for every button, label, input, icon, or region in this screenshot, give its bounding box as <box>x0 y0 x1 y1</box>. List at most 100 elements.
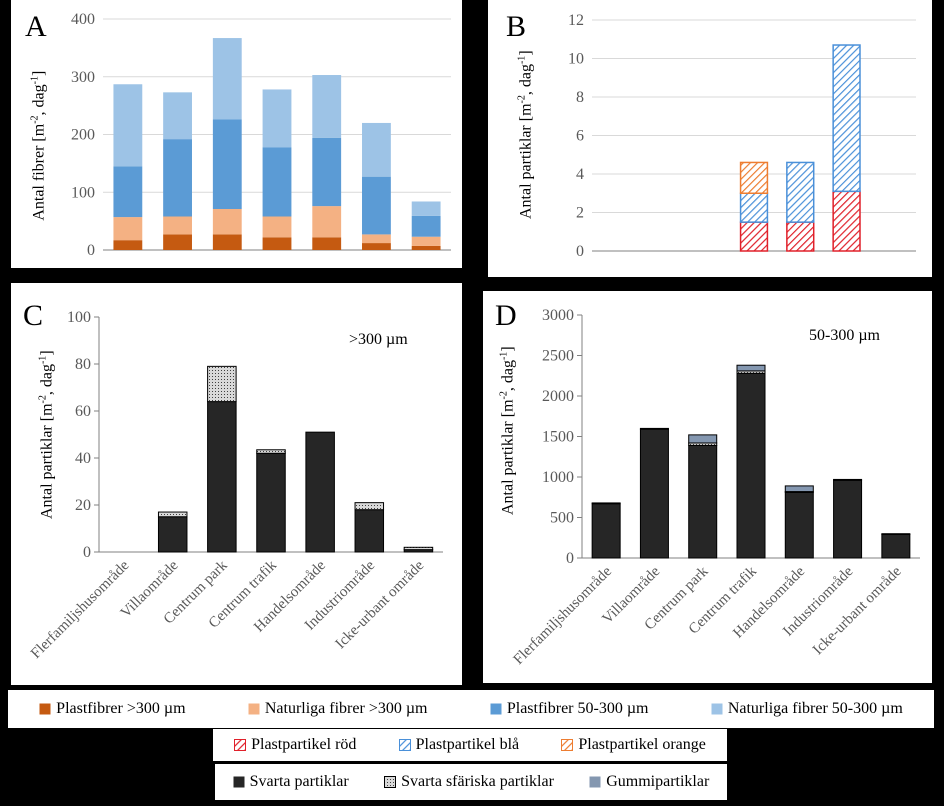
ylabel-sup: -1 <box>29 76 41 85</box>
ylabel-mid: , dag <box>517 64 535 96</box>
bar-naturliga-fibrer-300-m-centrum-park <box>212 208 242 235</box>
y-tick-label: 100 <box>71 184 95 201</box>
legend-item-gummipartiklar: Gummipartiklar <box>589 773 709 791</box>
y-tick-label: 0 <box>83 544 91 561</box>
y-tick-label: 80 <box>75 356 91 373</box>
bar-plastfibrer-300-m-flerfamiljshusområde <box>113 240 143 250</box>
bar-plastfibrer-50-300-m-centrum-park <box>212 119 242 209</box>
legend-label: Plastpartikel orange <box>578 736 706 753</box>
ylabel-end: ] <box>517 50 535 56</box>
ylabel-sup: -2 <box>37 395 49 404</box>
ylabel-sup: -2 <box>516 95 528 104</box>
panel-c-label: C <box>23 299 44 332</box>
panel-d-label: D <box>495 299 517 332</box>
bar-svarta-partiklar-flerfamiljshusområde <box>591 503 621 559</box>
legend-item-plastfibrer-300-m: Plastfibrer >300 µm <box>39 700 186 718</box>
y-tick-label: 12 <box>568 12 584 29</box>
legend-swatch <box>248 703 260 715</box>
bar-plastfibrer-300-m-icke-urbant-område <box>411 245 441 250</box>
ylabel-main: Antal partiklar [m <box>499 399 517 515</box>
bar-plastfibrer-50-300-m-villaområde <box>163 139 192 217</box>
y-tick-label: 3000 <box>542 307 574 324</box>
y-tick-label: 2 <box>576 205 584 222</box>
ylabel-main: Antal fibrer [m <box>30 123 48 221</box>
bar-naturliga-fibrer-300-m-centrum-trafik <box>262 216 292 238</box>
panel-d-ylabel: Antal partiklar [m-2, dag-1] <box>498 331 517 531</box>
ylabel-mid: , dag <box>38 364 56 396</box>
bar-naturliga-fibrer-300-m-icke-urbant-område <box>411 236 441 246</box>
panel-c: 0 20 40 60 80 100 Flerfamiljshusområde Villaomr… <box>11 283 462 685</box>
chart-c-svg: 020406080100FlerfamiljshusområdeVillaomr… <box>28 309 443 662</box>
bar-naturliga-fibrer-300-m-villaområde <box>163 216 192 235</box>
panel-d: 0 500 1000 1500 2000 2500 3000 Flerfamiljshusom… <box>483 291 932 683</box>
bar-plastpartikel-röd-industriområde <box>832 190 861 252</box>
bar-svarta-sfäriska-partiklar-centrum-trafik <box>256 449 286 454</box>
bar-svarta-partiklar-industriområde <box>354 509 385 553</box>
bar-svarta-sfäriska-partiklar-villaområde <box>157 511 188 518</box>
ylabel-sup: -1 <box>516 55 528 65</box>
legend-item-naturliga-fibrer-50-300-m: Naturliga fibrer 50-300 µm <box>711 700 903 718</box>
chart-a-svg: 0 100 200 300 400 <box>71 11 451 259</box>
bar-svarta-partiklar-centrum-park <box>688 444 718 559</box>
legend-label: Plastfibrer 50-300 µm <box>506 700 649 717</box>
y-tick-label: 2500 <box>542 348 574 365</box>
bar-plastfibrer-50-300-m-centrum-trafik <box>262 147 292 217</box>
legend-label: Plastfibrer >300 µm <box>56 700 186 717</box>
legend-label: Svarta sfäriska partiklar <box>401 773 554 790</box>
ylabel-mid: , dag <box>30 84 48 116</box>
bar-naturliga-fibrer-300-m-flerfamiljshusområde <box>113 217 143 241</box>
y-tick-label: 0 <box>576 243 584 260</box>
bar-gummipartiklar-centrum-trafik <box>736 364 766 372</box>
y-tick-label: 10 <box>568 51 584 68</box>
legend-particles: Plastpartikel röd Plastpartikel blå Plastp… <box>213 729 727 761</box>
bar-plastpartikel-blå-industriområde <box>832 44 861 193</box>
legend-swatch <box>398 739 411 751</box>
ylabel-sup: -1 <box>498 351 510 361</box>
bar-plastfibrer-300-m-centrum-trafik <box>262 237 292 250</box>
bar-plastfibrer-300-m-industriområde <box>362 243 391 250</box>
legend-item-svarta-sfäriska-partiklar: Svarta sfäriska partiklar <box>384 773 554 791</box>
bar-plastfibrer-50-300-m-icke-urbant-område <box>411 215 441 237</box>
bar-svarta-sfäriska-partiklar-icke-urbant-område <box>881 533 911 536</box>
ylabel-main: Antal partiklar [m <box>38 403 56 519</box>
bar-naturliga-fibrer-50-300-m-industriområde <box>362 122 391 177</box>
legend-item-svarta-partiklar: Svarta partiklar <box>233 773 349 791</box>
x-tick-label: Icke-urbant område <box>810 563 905 658</box>
panel-a-ylabel: Antal fibrer [m-2, dag-1] <box>29 56 48 236</box>
y-tick-label: 0 <box>566 550 574 567</box>
bar-svarta-sfäriska-partiklar-industriområde <box>354 502 385 511</box>
ylabel-sup: -1 <box>37 355 49 365</box>
y-tick-label: 400 <box>71 11 95 28</box>
bar-svarta-partiklar-villaområde <box>639 428 669 559</box>
bar-svarta-partiklar-handelsområde <box>784 491 814 559</box>
y-tick-label: 100 <box>67 309 91 326</box>
bar-svarta-sfäriska-partiklar-icke-urbant-område <box>403 546 434 551</box>
chart-b-svg: 0 2 4 6 8 10 12 <box>568 12 916 260</box>
panel-a-label: A <box>25 10 47 43</box>
legend-swatch <box>233 776 245 788</box>
bar-plastfibrer-50-300-m-handelsområde <box>312 137 342 207</box>
y-tick-label: 500 <box>550 510 574 527</box>
bar-naturliga-fibrer-50-300-m-flerfamiljshusområde <box>113 84 143 167</box>
bar-svarta-partiklar-centrum-trafik <box>736 372 766 559</box>
panel-c-ylabel: Antal partiklar [m-2, dag-1] <box>37 335 56 535</box>
legend-swatch <box>234 739 247 751</box>
bar-naturliga-fibrer-300-m-industriområde <box>362 234 391 244</box>
bar-plastpartikel-röd-handelsområde <box>786 221 815 252</box>
panel-b-label: B <box>506 10 527 43</box>
bar-naturliga-fibrer-300-m-handelsområde <box>312 206 342 238</box>
legend-swatch <box>384 776 397 788</box>
bar-plastfibrer-300-m-centrum-park <box>212 234 242 250</box>
y-tick-label: 300 <box>71 69 95 86</box>
bar-naturliga-fibrer-50-300-m-villaområde <box>163 92 192 140</box>
bar-svarta-sfäriska-partiklar-industriområde <box>833 478 863 481</box>
legend-item-plastpartikel-orange: Plastpartikel orange <box>561 736 706 754</box>
panel-a: 0 100 200 300 400 A Antal fibrer [m-2, dag-1… <box>11 0 462 268</box>
legend-label: Gummipartiklar <box>606 773 710 790</box>
bar-svarta-sfäriska-partiklar-centrum-park <box>207 365 237 403</box>
panel-b-ylabel: Antal partiklar [m-2, dag-1] <box>516 35 535 235</box>
bar-naturliga-fibrer-50-300-m-handelsområde <box>312 75 342 138</box>
bar-plastfibrer-300-m-handelsområde <box>312 237 342 250</box>
legend-swatch <box>39 703 51 715</box>
bar-svarta-sfäriska-partiklar-flerfamiljshusområde <box>591 502 621 505</box>
